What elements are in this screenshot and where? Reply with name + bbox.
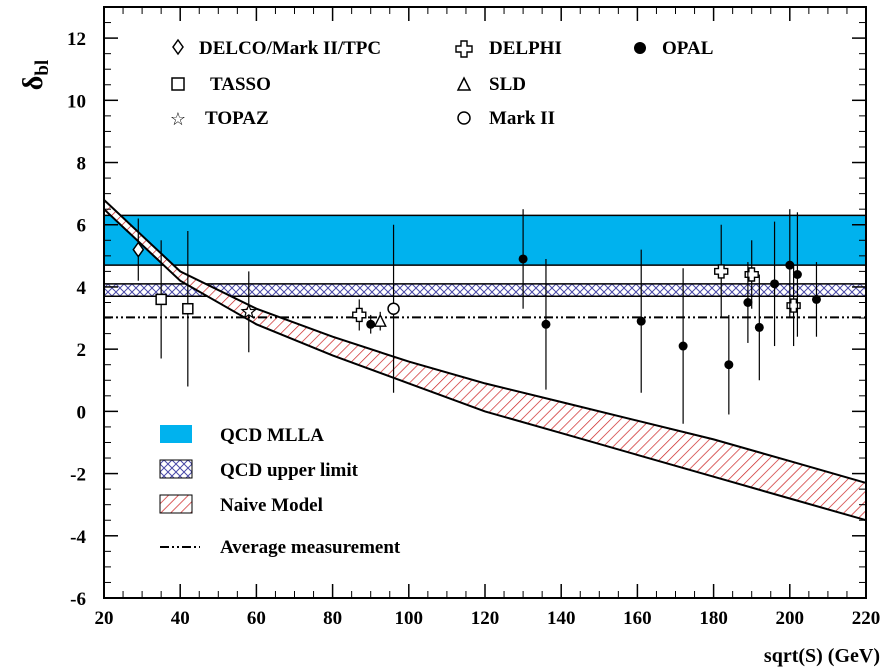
legend-item-naive: Naive Model (159, 494, 323, 516)
data-point-circle-filled-1 (518, 254, 528, 264)
band-legend: QCD MLLA QCD upper limit Naive Model Ave… (159, 425, 401, 558)
x-tick-label: 20 (95, 608, 114, 629)
legend-item-tasso: TASSO (171, 74, 271, 95)
y-tick-label: 10 (67, 91, 86, 112)
legend-label-opal: OPAL (662, 38, 713, 59)
legend-item-average: Average measurement (160, 537, 401, 558)
naive-model-lower-curve (103, 208, 867, 522)
data-point-square-1 (182, 302, 194, 315)
legend-label-sld: SLD (489, 74, 526, 95)
data-point-circle-filled-10 (792, 270, 802, 280)
points-layer (132, 209, 821, 424)
naive-model-band (104, 199, 866, 521)
legend-label-naive: Naive Model (220, 495, 323, 516)
x-tick-label: 100 (395, 608, 424, 629)
data-point-circle-filled-7 (754, 322, 764, 332)
legend-item-delphi: DELPHI (455, 38, 562, 59)
data-point-square-0 (155, 293, 167, 306)
x-tick-label: 220 (852, 608, 881, 629)
x-axis-label: sqrt(S) (GeV) (764, 645, 880, 667)
legend-upper-swatch (159, 459, 193, 479)
legend-label-tasso: TASSO (210, 74, 271, 95)
x-tick-label: 60 (247, 608, 266, 629)
bands-layer (103, 199, 867, 522)
legend-label-delphi: DELPHI (489, 38, 562, 59)
x-tick-label: 120 (471, 608, 500, 629)
data-point-circle-filled-2 (541, 319, 551, 329)
data-point-cross-1 (714, 264, 729, 279)
x-tick-label: 200 (776, 608, 805, 629)
mlla-band (104, 215, 866, 266)
marker-legend: DELCO/Mark II/TPC TASSO ☆ TOPAZ DELPHI S… (170, 38, 713, 129)
x-tick-label: 140 (547, 608, 576, 629)
legend-item-sld: SLD (456, 74, 526, 95)
legend-diamond-marker (172, 38, 184, 56)
legend-label-mlla: QCD MLLA (220, 425, 324, 446)
legend-square-marker (171, 77, 185, 91)
data-point-cross-2 (744, 267, 759, 282)
data-point-circle-filled-9 (785, 260, 795, 270)
y-tick-label: -6 (70, 589, 86, 610)
data-point-circle-open-0 (387, 302, 400, 315)
y-axis-label-main: δ (18, 76, 49, 91)
legend-item-topaz: ☆ TOPAZ (170, 108, 269, 129)
legend-item-opal: OPAL (634, 38, 713, 59)
x-tick-label: 80 (323, 608, 342, 629)
upper-limit-band (104, 283, 866, 297)
y-tick-label: 0 (77, 402, 87, 423)
data-point-diamond-0 (132, 241, 145, 258)
legend-item-delco: DELCO/Mark II/TPC (172, 38, 381, 59)
legend-label-average: Average measurement (220, 537, 401, 558)
legend-label-topaz: TOPAZ (205, 108, 269, 129)
data-point-circle-filled-5 (724, 360, 734, 370)
y-tick-label: 2 (77, 340, 87, 361)
y-axis-label: δbl (18, 60, 53, 90)
data-point-circle-filled-4 (678, 341, 688, 351)
y-axis-label-sub: bl (32, 60, 53, 76)
legend-item-upper: QCD upper limit (159, 459, 359, 481)
legend-cross-marker (455, 40, 473, 58)
y-tick-label: 12 (67, 29, 86, 50)
y-tick-label: 8 (77, 154, 87, 175)
x-tick-label: 160 (623, 608, 652, 629)
naive-model-upper-curve (103, 199, 867, 484)
y-tick-label: 6 (77, 216, 87, 237)
legend-naive-swatch (159, 494, 193, 514)
data-point-circle-filled-0 (366, 319, 376, 329)
data-point-triangle-0 (373, 313, 387, 327)
y-tick-label: 4 (77, 278, 87, 299)
legend-label-delco: DELCO/Mark II/TPC (199, 38, 381, 59)
y-tick-label: -2 (70, 465, 86, 486)
legend-filled-circle-marker (634, 42, 646, 54)
data-point-cross-3 (786, 298, 801, 313)
legend-triangle-marker (456, 76, 472, 91)
data-point-star-0 (240, 303, 257, 319)
legend-item-markii: Mark II (457, 108, 555, 129)
legend-open-circle-marker (457, 111, 471, 125)
data-point-circle-filled-11 (811, 294, 821, 304)
x-tick-label: 40 (171, 608, 190, 629)
legend-mlla-swatch (160, 425, 192, 443)
legend-star-marker: ☆ (170, 109, 186, 129)
x-tick-label: 180 (699, 608, 728, 629)
data-point-circle-filled-6 (743, 298, 753, 307)
legend-item-mlla: QCD MLLA (160, 425, 324, 446)
legend-label-upper: QCD upper limit (220, 460, 359, 481)
data-point-circle-filled-3 (636, 316, 646, 326)
y-tick-label: -4 (70, 527, 86, 548)
legend-label-markii: Mark II (489, 108, 555, 129)
axis-ticks: 20 40 60 80 100 120 140 160 180 200 220 -6 -4 -2 0 2 4 6 8… (67, 6, 881, 629)
data-point-cross-0 (352, 307, 367, 323)
data-point-circle-filled-8 (770, 279, 780, 289)
